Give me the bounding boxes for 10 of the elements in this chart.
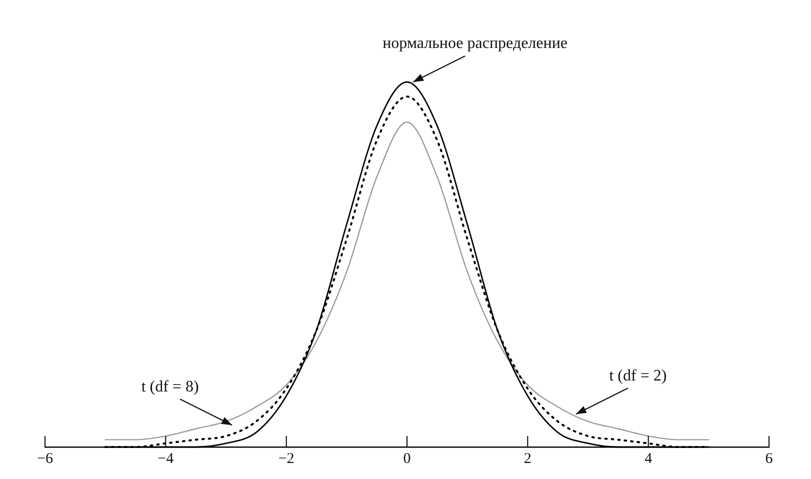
x-tick-label: −2 — [278, 450, 294, 467]
x-tick-label: −6 — [37, 450, 54, 467]
x-tick-label: 0 — [403, 450, 411, 467]
x-tick-label: 2 — [524, 450, 532, 467]
annotation: нормальное распределение — [382, 35, 568, 52]
annotation: t (df = 2) — [609, 367, 667, 384]
x-tick-label: 6 — [765, 450, 774, 467]
x-tick-label: 4 — [644, 450, 653, 467]
annotation: t (df = 8) — [141, 378, 199, 396]
x-tick-label: −4 — [158, 450, 174, 467]
